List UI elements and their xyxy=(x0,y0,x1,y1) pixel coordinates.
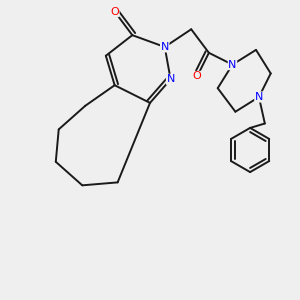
Text: O: O xyxy=(110,7,119,16)
Text: N: N xyxy=(160,42,169,52)
Text: N: N xyxy=(228,60,237,70)
Text: N: N xyxy=(167,74,175,84)
Text: O: O xyxy=(193,71,202,81)
Text: N: N xyxy=(255,92,263,102)
